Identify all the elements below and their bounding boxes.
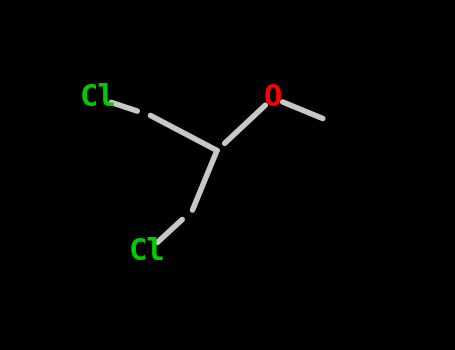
Text: Cl: Cl <box>80 84 116 112</box>
Text: O: O <box>264 84 282 112</box>
Text: Cl: Cl <box>129 238 165 266</box>
